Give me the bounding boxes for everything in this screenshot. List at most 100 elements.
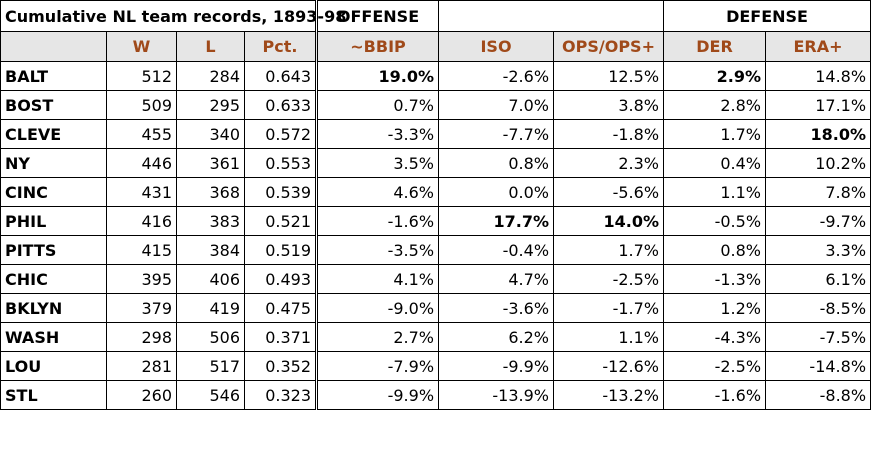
header-losses: L [176,31,245,62]
cell-der: -0.5% [663,206,767,236]
cell-ops: -12.6% [553,351,665,381]
cell-ops: -1.8% [553,119,665,149]
table-row: WASH 298 506 0.371 2.7% 6.2% 1.1% -4.3% -7.5% [0,322,872,352]
cell-der: 0.4% [663,148,767,178]
cell-l: 340 [176,119,245,149]
cell-iso: -0.4% [438,235,555,265]
cell-iso: -13.9% [438,380,555,410]
cell-pct: 0.521 [243,206,318,236]
cell-der: -2.5% [663,351,767,381]
cell-l: 406 [176,264,245,294]
cell-ops: 12.5% [553,61,665,91]
cell-w: 512 [106,61,177,91]
table-row: CHIC 395 406 0.493 4.1% 4.7% -2.5% -1.3% 6.1% [0,264,872,294]
cell-bbip: 3.5% [315,148,440,178]
cell-bbip: 4.1% [315,264,440,294]
cell-era: 17.1% [765,90,872,120]
cell-l: 368 [176,177,245,207]
cell-der: 2.8% [663,90,767,120]
cell-era: 3.3% [765,235,872,265]
cell-bbip: -9.9% [315,380,440,410]
cell-iso: 17.7% [438,206,555,236]
cell-l: 361 [176,148,245,178]
cell-l: 284 [176,61,245,91]
cell-w: 260 [106,380,177,410]
cell-l: 506 [176,322,245,352]
cell-w: 509 [106,90,177,120]
cell-era: 7.8% [765,177,872,207]
cell-team: CLEVE [0,119,107,149]
cell-iso: -3.6% [438,293,555,323]
cell-w: 455 [106,119,177,149]
cell-team: CHIC [0,264,107,294]
cell-l: 419 [176,293,245,323]
header-der: DER [663,31,767,62]
table-row: BALT 512 284 0.643 19.0% -2.6% 12.5% 2.9% 14.8% [0,61,872,91]
cell-bbip: 19.0% [315,61,440,91]
cell-der: 1.1% [663,177,767,207]
cell-der: 2.9% [663,61,767,91]
cell-l: 546 [176,380,245,410]
table-row: NY 446 361 0.553 3.5% 0.8% 2.3% 0.4% 10.2% [0,148,872,178]
cell-iso: -9.9% [438,351,555,381]
cell-iso: 0.0% [438,177,555,207]
cell-ops: -13.2% [553,380,665,410]
table-row: LOU 281 517 0.352 -7.9% -9.9% -12.6% -2.5% -14.8… [0,351,872,381]
cell-era: -7.5% [765,322,872,352]
cell-iso: -2.6% [438,61,555,91]
cell-der: -1.3% [663,264,767,294]
table-row: PHIL 416 383 0.521 -1.6% 17.7% 14.0% -0.5% -9.7% [0,206,872,236]
cell-pct: 0.553 [243,148,318,178]
header-era: ERA+ [765,31,872,62]
cell-ops: 1.1% [553,322,665,352]
cell-l: 384 [176,235,245,265]
header-pct: Pct. [243,31,318,62]
cell-era: -8.5% [765,293,872,323]
header-row: W L Pct. ~BBIP ISO OPS/OPS+ DER ERA+ [0,31,872,62]
offense-group-label: OFFENSE [315,0,440,32]
cell-bbip: -3.5% [315,235,440,265]
cell-team: WASH [0,322,107,352]
cell-team: BOST [0,90,107,120]
cell-bbip: 0.7% [315,90,440,120]
cell-ops: 2.3% [553,148,665,178]
cell-pct: 0.475 [243,293,318,323]
cell-l: 517 [176,351,245,381]
cell-w: 416 [106,206,177,236]
cell-pct: 0.519 [243,235,318,265]
cell-pct: 0.323 [243,380,318,410]
cell-bbip: -7.9% [315,351,440,381]
cell-iso: 0.8% [438,148,555,178]
header-wins: W [106,31,177,62]
cell-team: PITTS [0,235,107,265]
cell-iso: 7.0% [438,90,555,120]
cell-iso: 4.7% [438,264,555,294]
cell-bbip: 2.7% [315,322,440,352]
cell-pct: 0.493 [243,264,318,294]
cell-der: 0.8% [663,235,767,265]
cell-der: 1.2% [663,293,767,323]
cell-w: 446 [106,148,177,178]
cell-ops: 14.0% [553,206,665,236]
cell-ops: 1.7% [553,235,665,265]
cell-ops: 3.8% [553,90,665,120]
cell-team: BKLYN [0,293,107,323]
cell-w: 431 [106,177,177,207]
cell-bbip: 4.6% [315,177,440,207]
table-title: Cumulative NL team records, 1893-98 [0,0,346,32]
table-row: CINC 431 368 0.539 4.6% 0.0% -5.6% 1.1% 7.8% [0,177,872,207]
cell-team: PHIL [0,206,107,236]
cell-pct: 0.572 [243,119,318,149]
header-iso: ISO [438,31,555,62]
table-row: CLEVE 455 340 0.572 -3.3% -7.7% -1.8% 1.7% 18.0% [0,119,872,149]
cell-bbip: -9.0% [315,293,440,323]
cell-team: NY [0,148,107,178]
cell-era: 10.2% [765,148,872,178]
table-row: BKLYN 379 419 0.475 -9.0% -3.6% -1.7% 1.2% -8.5% [0,293,872,323]
offense-group-spacer [438,0,665,32]
table-row: STL 260 546 0.323 -9.9% -13.9% -13.2% -1.6% -8.8… [0,380,872,410]
cell-w: 395 [106,264,177,294]
cell-iso: -7.7% [438,119,555,149]
cell-era: 14.8% [765,61,872,91]
cell-der: -1.6% [663,380,767,410]
